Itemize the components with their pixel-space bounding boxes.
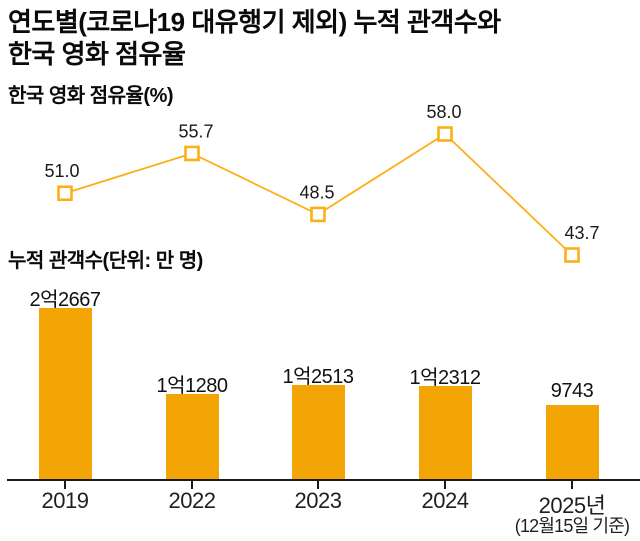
line-point-label: 48.5 xyxy=(299,182,334,202)
x-axis-tick xyxy=(444,481,446,489)
line-point-label: 58.0 xyxy=(426,102,461,122)
line-point-label: 51.0 xyxy=(44,161,79,181)
line-point-label: 55.7 xyxy=(178,121,213,141)
bar-value-label: 1억1280 xyxy=(156,375,228,397)
chart-title-line1: 연도별(코로나19 대유행기 제외) 누적 관객수와 xyxy=(8,7,501,37)
x-axis-tick xyxy=(64,481,66,489)
x-axis-label: 2019 xyxy=(41,488,89,513)
x-axis-label: 2024 xyxy=(421,488,469,513)
x-axis-label: 2025년 xyxy=(538,493,606,518)
bar xyxy=(545,405,599,479)
bar xyxy=(38,308,92,479)
chart-title: 연도별(코로나19 대유행기 제외) 누적 관객수와 한국 영화 점유율 xyxy=(8,6,501,70)
chart-title-line2: 한국 영화 점유율 xyxy=(8,39,186,69)
x-axis-label: 2023 xyxy=(294,488,342,513)
line-marker xyxy=(184,145,200,162)
line-chart-title: 한국 영화 점유율(%) xyxy=(8,85,174,107)
bar-chart-title: 누적 관객수(단위: 만 명) xyxy=(8,250,203,272)
line-chart: 51.0 55.7 48.5 58.0 43.7 xyxy=(44,102,600,263)
x-axis-label: 2022 xyxy=(168,488,216,513)
bar-value-label: 1억2312 xyxy=(409,367,481,389)
x-axis-tick xyxy=(317,481,319,489)
line-marker xyxy=(310,206,326,223)
bar-chart: 2억2667 2019 1억1280 2022 1억2513 2023 1억2312 2024… xyxy=(0,270,640,541)
line-marker xyxy=(57,185,73,202)
bar-value-label: 1억2513 xyxy=(282,366,354,388)
x-axis-tick xyxy=(191,481,193,489)
line-marker xyxy=(437,126,453,142)
x-axis-line xyxy=(7,479,640,481)
line-marker xyxy=(564,247,580,263)
bar xyxy=(291,385,345,479)
bar xyxy=(165,394,219,479)
bar-value-label: 9743 xyxy=(550,380,594,402)
bar-value-label: 2억2667 xyxy=(29,289,101,311)
x-axis-tick xyxy=(571,481,573,489)
x-axis-label-note: (12월15일 기준) xyxy=(514,516,630,536)
line-point-label: 43.7 xyxy=(564,223,599,243)
bar xyxy=(418,386,472,479)
